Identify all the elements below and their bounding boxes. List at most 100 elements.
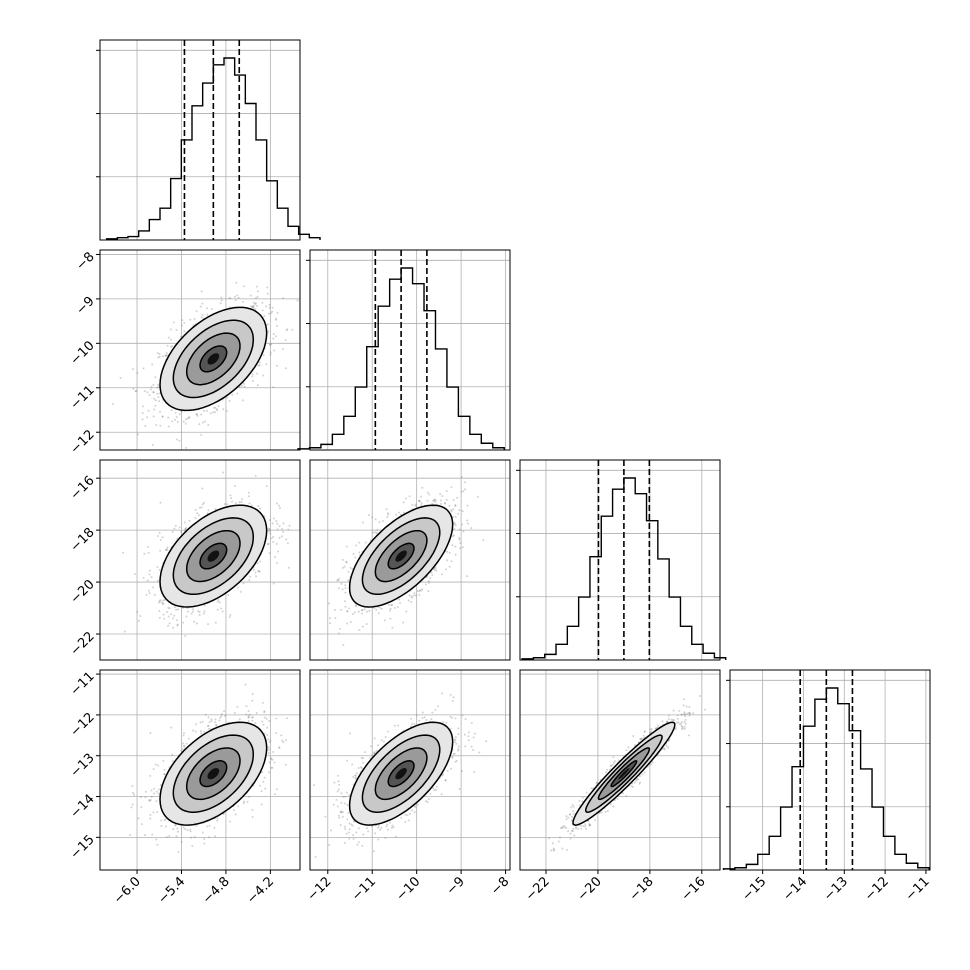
scatter-point <box>638 782 641 785</box>
scatter-point <box>198 611 201 614</box>
scatter-point <box>181 410 184 413</box>
scatter-point <box>339 810 342 813</box>
scatter-point <box>612 805 615 808</box>
scatter-point <box>234 484 237 487</box>
panel-frame <box>519 459 721 661</box>
scatter-point <box>185 615 188 618</box>
scatter-point <box>354 556 357 559</box>
scatter-point <box>411 723 414 726</box>
scatter-point <box>476 495 479 498</box>
scatter-point <box>189 830 192 833</box>
scatter-point <box>251 306 254 309</box>
scatter-point <box>324 815 327 818</box>
scatter-point <box>612 761 615 764</box>
scatter-point <box>251 716 254 719</box>
scatter-point <box>437 705 440 708</box>
scatter-point <box>328 844 331 847</box>
scatter-point <box>173 418 176 421</box>
contour-line-3 <box>172 517 255 596</box>
scatter-point <box>159 410 162 413</box>
scatter-point <box>254 571 257 574</box>
scatter-point <box>149 388 152 391</box>
y-tick-label: −8 <box>73 249 97 273</box>
scatter-point <box>141 418 144 421</box>
scatter-point <box>161 355 164 358</box>
scatter-point <box>446 559 449 562</box>
scatter-point <box>344 828 347 831</box>
scatter-point <box>203 838 206 841</box>
scatter-point <box>272 582 275 585</box>
scatter-point <box>182 732 185 735</box>
scatter-point <box>164 354 167 357</box>
scatter-point <box>207 727 210 730</box>
scatter-point <box>199 721 202 724</box>
scatter-point <box>337 579 340 582</box>
scatter-point <box>186 610 189 613</box>
scatter-point <box>457 745 460 748</box>
scatter-point <box>639 737 642 740</box>
scatter-point <box>129 834 132 837</box>
scatter-point <box>610 765 613 768</box>
scatter-point <box>137 817 140 820</box>
scatter-point <box>414 806 417 809</box>
scatter-point <box>558 836 561 839</box>
scatter-point <box>454 524 457 527</box>
scatter-point <box>650 728 653 731</box>
scatter-point <box>271 522 274 525</box>
scatter-point <box>251 379 254 382</box>
contour-line-4 <box>159 306 268 412</box>
density-content <box>100 670 300 870</box>
scatter-point <box>209 412 212 415</box>
scatter-point <box>204 420 207 423</box>
density-panel-3-1: −22 −20 −18 −16 <box>68 459 301 661</box>
scatter-point <box>595 781 598 784</box>
scatter-point <box>222 471 225 474</box>
scatter-point <box>220 296 223 299</box>
scatter-point <box>247 716 250 719</box>
scatter-point <box>434 709 437 712</box>
scatter-point <box>271 766 274 769</box>
scatter-point <box>352 775 355 778</box>
scatter-point <box>201 503 204 506</box>
scatter-point <box>678 722 681 725</box>
scatter-point <box>284 763 287 766</box>
scatter-point <box>286 328 289 331</box>
scatter-point <box>213 826 216 829</box>
scatter-point <box>344 586 347 589</box>
scatter-point <box>450 767 453 770</box>
scatter-point <box>183 321 186 324</box>
scatter-point <box>467 522 470 525</box>
scatter-point <box>208 824 211 827</box>
scatter-point <box>373 752 376 755</box>
scatter-point <box>272 536 275 539</box>
scatter-point <box>159 783 162 786</box>
x-tick-label: −12 <box>305 874 335 904</box>
scatter-point <box>328 602 331 605</box>
scatter-point <box>446 769 449 772</box>
scatter-point <box>164 548 167 551</box>
scatter-point <box>361 609 364 612</box>
scatter-point <box>458 538 461 541</box>
scatter-point <box>627 746 630 749</box>
scatter-point <box>238 501 241 504</box>
scatter-point <box>234 299 237 302</box>
scatter-point <box>229 297 232 300</box>
scatter-point <box>275 542 278 545</box>
scatter-point <box>214 721 217 724</box>
scatter-point <box>572 805 575 808</box>
scatter-point <box>178 439 181 442</box>
scatter-point <box>337 780 340 783</box>
scatter-point <box>210 720 213 723</box>
scatter-point <box>158 788 161 791</box>
scatter-point <box>346 610 349 613</box>
scatter-point <box>213 406 216 409</box>
scatter-point <box>574 826 577 829</box>
scatter-point <box>216 817 219 820</box>
scatter-point <box>433 498 436 501</box>
scatter-point <box>418 500 421 503</box>
scatter-point <box>269 739 272 742</box>
scatter-point <box>160 819 163 822</box>
scatter-point <box>640 737 643 740</box>
scatter-point <box>684 719 687 722</box>
scatter-point <box>150 795 153 798</box>
